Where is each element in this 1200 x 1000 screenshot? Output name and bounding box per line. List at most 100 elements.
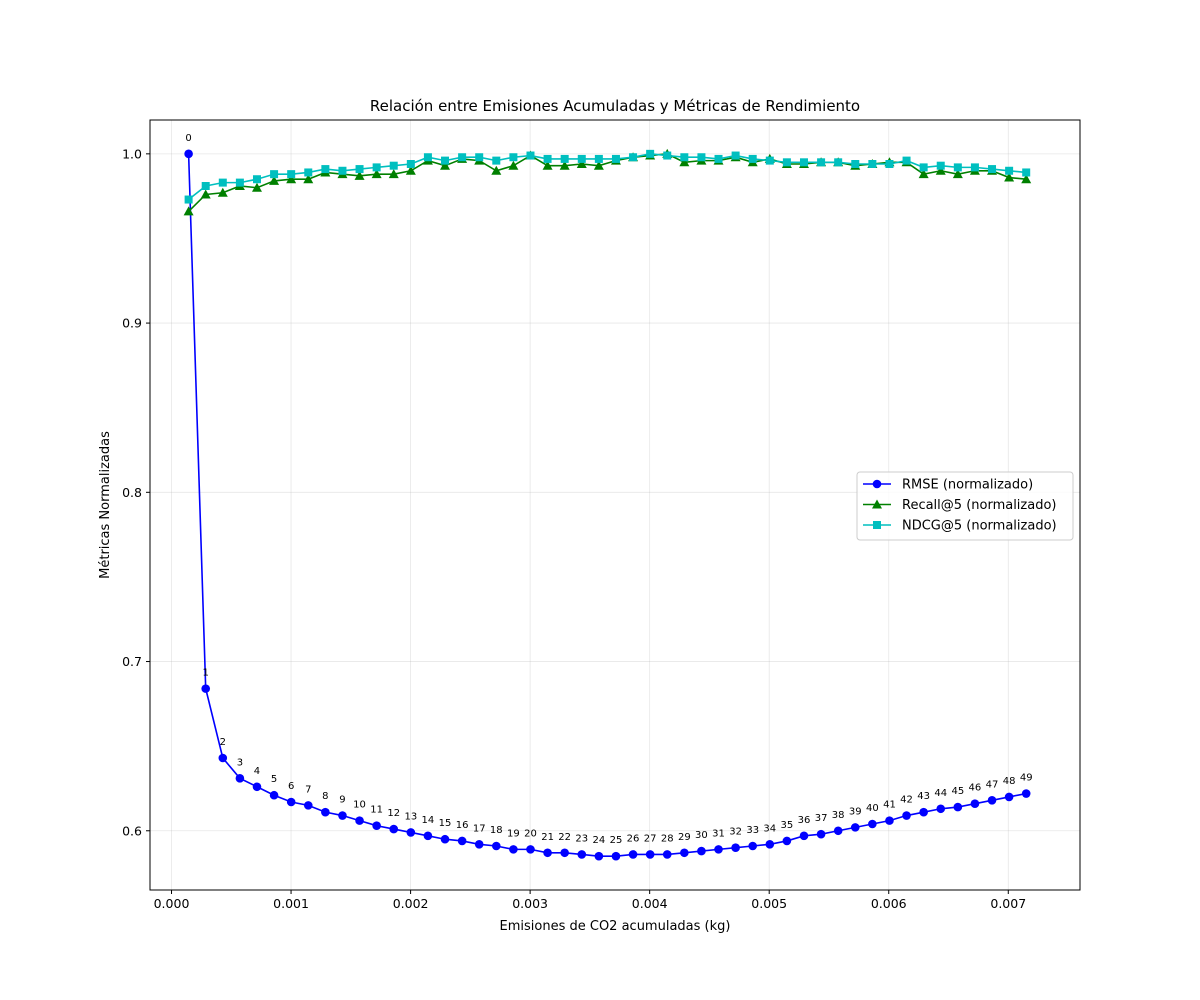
ndcg-point xyxy=(475,153,484,162)
ndcg-point xyxy=(953,163,962,172)
ndcg-point xyxy=(646,149,655,158)
legend-label-recall: Recall@5 (normalizado) xyxy=(902,498,1057,513)
recall-point xyxy=(1004,172,1015,182)
ndcg-point xyxy=(697,153,706,162)
rmse-point xyxy=(833,826,843,836)
point-label: 49 xyxy=(1020,773,1033,784)
point-label: 23 xyxy=(575,833,588,844)
ndcg-point xyxy=(885,160,894,168)
ndcg-point xyxy=(372,163,381,172)
point-label: 6 xyxy=(288,781,294,792)
point-label: 45 xyxy=(951,786,964,797)
rmse-point xyxy=(919,807,928,817)
point-label: 32 xyxy=(729,827,742,838)
rmse-point xyxy=(611,851,621,861)
series-ndcg xyxy=(184,149,1031,204)
ndcg-point xyxy=(235,178,244,187)
point-label: 12 xyxy=(387,808,400,819)
recall-point xyxy=(1021,174,1032,184)
point-label: 38 xyxy=(832,810,845,821)
recall-point xyxy=(286,174,297,184)
rmse-point xyxy=(1004,792,1014,802)
recall-point xyxy=(576,159,587,168)
ndcg-point xyxy=(560,154,569,163)
x-tick-label: 0.002 xyxy=(393,896,429,911)
ndcg-point xyxy=(594,154,603,163)
y-tick-label: 1.0 xyxy=(122,146,142,161)
ndcg-point xyxy=(509,153,518,162)
legend-marker-recall xyxy=(872,499,882,509)
legend-box xyxy=(856,471,1074,541)
ndcg-point xyxy=(441,156,450,165)
point-label: 42 xyxy=(900,795,913,806)
ndcg-point xyxy=(355,165,364,174)
recall-point xyxy=(251,182,262,192)
rmse-point xyxy=(269,790,279,800)
point-label: 26 xyxy=(627,833,640,844)
point-label: 5 xyxy=(271,774,277,785)
rmse-point xyxy=(868,819,877,829)
ndcg-point xyxy=(526,151,535,160)
rmse-point xyxy=(662,850,672,859)
rmse-point xyxy=(509,845,518,854)
rmse-point xyxy=(303,801,313,810)
ndcg-point xyxy=(304,168,313,177)
point-label: 20 xyxy=(524,828,537,839)
point-label: 18 xyxy=(490,825,503,836)
rmse-point xyxy=(218,753,228,763)
point-label: 16 xyxy=(456,820,469,831)
rmse-point xyxy=(201,684,211,693)
rmse-point xyxy=(748,841,758,851)
recall-point xyxy=(559,160,570,170)
point-label: 48 xyxy=(1003,776,1016,787)
rmse-point xyxy=(885,816,894,825)
rmse-point xyxy=(286,797,296,807)
rmse-point xyxy=(252,782,262,792)
ndcg-point xyxy=(201,182,210,190)
point-label: 31 xyxy=(712,828,725,839)
point-label: 22 xyxy=(558,832,571,843)
point-label: 35 xyxy=(781,820,794,831)
point-label: 34 xyxy=(763,823,776,834)
legend-label-rmse: RMSE (normalizado) xyxy=(902,478,1033,493)
point-label: 46 xyxy=(969,783,982,794)
ndcg-point xyxy=(338,166,347,175)
x-tick-label: 0.005 xyxy=(751,896,787,911)
ndcg-point xyxy=(492,156,501,165)
recall-point xyxy=(183,206,194,216)
ndcg-point xyxy=(543,154,552,163)
point-label: 39 xyxy=(849,806,862,817)
recall-point xyxy=(269,175,280,185)
point-label: 24 xyxy=(592,835,605,846)
recall-point xyxy=(200,189,211,199)
ndcg-point xyxy=(611,154,620,163)
point-label: 44 xyxy=(934,788,947,799)
point-label: 8 xyxy=(322,791,328,802)
y-tick-label: 0.6 xyxy=(122,823,142,838)
rmse-point xyxy=(355,816,364,825)
y-axis-label: Métricas Normalizadas xyxy=(98,431,113,579)
ndcg-point xyxy=(252,175,261,184)
rmse-point xyxy=(628,850,638,859)
ndcg-point xyxy=(868,160,877,168)
rmse-point xyxy=(491,841,501,851)
recall-point xyxy=(354,170,365,180)
ndcg-point xyxy=(902,156,911,165)
rmse-point xyxy=(953,802,963,812)
recall-point xyxy=(918,169,929,179)
legend: RMSE (normalizado) Recall@5 (normalizado)… xyxy=(856,471,1074,541)
point-label: 21 xyxy=(541,832,554,843)
ndcg-point xyxy=(799,158,808,167)
x-axis-label: Emisiones de CO2 acumuladas (kg) xyxy=(500,919,731,934)
rmse-point xyxy=(987,796,997,805)
point-label: 47 xyxy=(986,779,999,790)
recall-point xyxy=(491,165,502,175)
x-tick-label: 0.001 xyxy=(273,896,309,911)
rmse-point xyxy=(970,799,980,808)
point-label: 43 xyxy=(917,791,930,802)
chart-title: Relación entre Emisiones Acumuladas y Mé… xyxy=(370,97,860,115)
ndcg-point xyxy=(629,153,638,162)
point-label: 9 xyxy=(339,795,345,806)
recall-point xyxy=(508,160,519,170)
